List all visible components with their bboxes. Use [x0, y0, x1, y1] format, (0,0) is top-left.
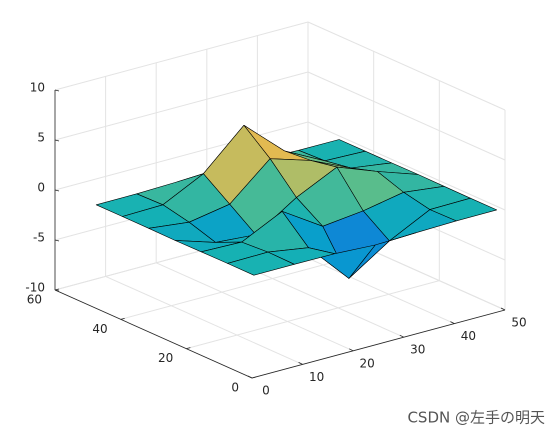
y-tick: [120, 317, 125, 320]
y-tick: [251, 376, 257, 379]
y-tick-label: 60: [27, 293, 42, 307]
x-tick-label: 40: [461, 329, 476, 343]
z-tick: [54, 239, 60, 242]
x-tick-label: 50: [511, 316, 526, 330]
x-tick-label: 10: [309, 370, 324, 384]
y-tick-label: 0: [231, 381, 239, 395]
x-axis-line: [251, 309, 506, 379]
z-tick: [54, 189, 60, 192]
z-tick-label: 10: [30, 81, 45, 95]
z-tick-label: -10: [25, 281, 45, 295]
surface-patch: [227, 251, 295, 276]
z-tick: [54, 289, 60, 292]
grid-line: [155, 262, 354, 352]
y-tick-label: 20: [158, 351, 173, 365]
y-axis-line: [54, 289, 253, 379]
surface: [95, 125, 498, 279]
x-tick: [247, 375, 253, 379]
y-tick-label: 40: [92, 322, 107, 336]
axes: 0 10 20 30 40 50 0 20 40 60-10 -5 0 5 10: [25, 81, 526, 398]
grid-line: [307, 121, 506, 211]
grid-line: [186, 280, 440, 350]
x-tick: [298, 362, 303, 365]
z-tick: [54, 139, 60, 142]
z-tick-label: 5: [37, 131, 45, 145]
x-tick-label: 30: [410, 343, 425, 357]
watermark: CSDN @左手の明天: [407, 409, 545, 427]
grid-line: [307, 21, 506, 111]
x-tick: [399, 334, 404, 338]
grid-line: [105, 275, 303, 365]
x-tick-label: 0: [262, 384, 270, 398]
z-tick: [54, 89, 60, 92]
grid-line: [307, 71, 506, 161]
x-tick: [450, 321, 455, 324]
x-tick-label: 20: [360, 356, 375, 370]
grid-line: [54, 21, 309, 91]
grid-line: [54, 71, 309, 141]
z-tick-label: -5: [33, 231, 45, 245]
x-tick: [500, 307, 506, 311]
grid-line: [54, 121, 309, 191]
y-tick: [186, 347, 191, 350]
x-tick: [349, 348, 354, 352]
z-tick-label: 0: [37, 181, 45, 195]
